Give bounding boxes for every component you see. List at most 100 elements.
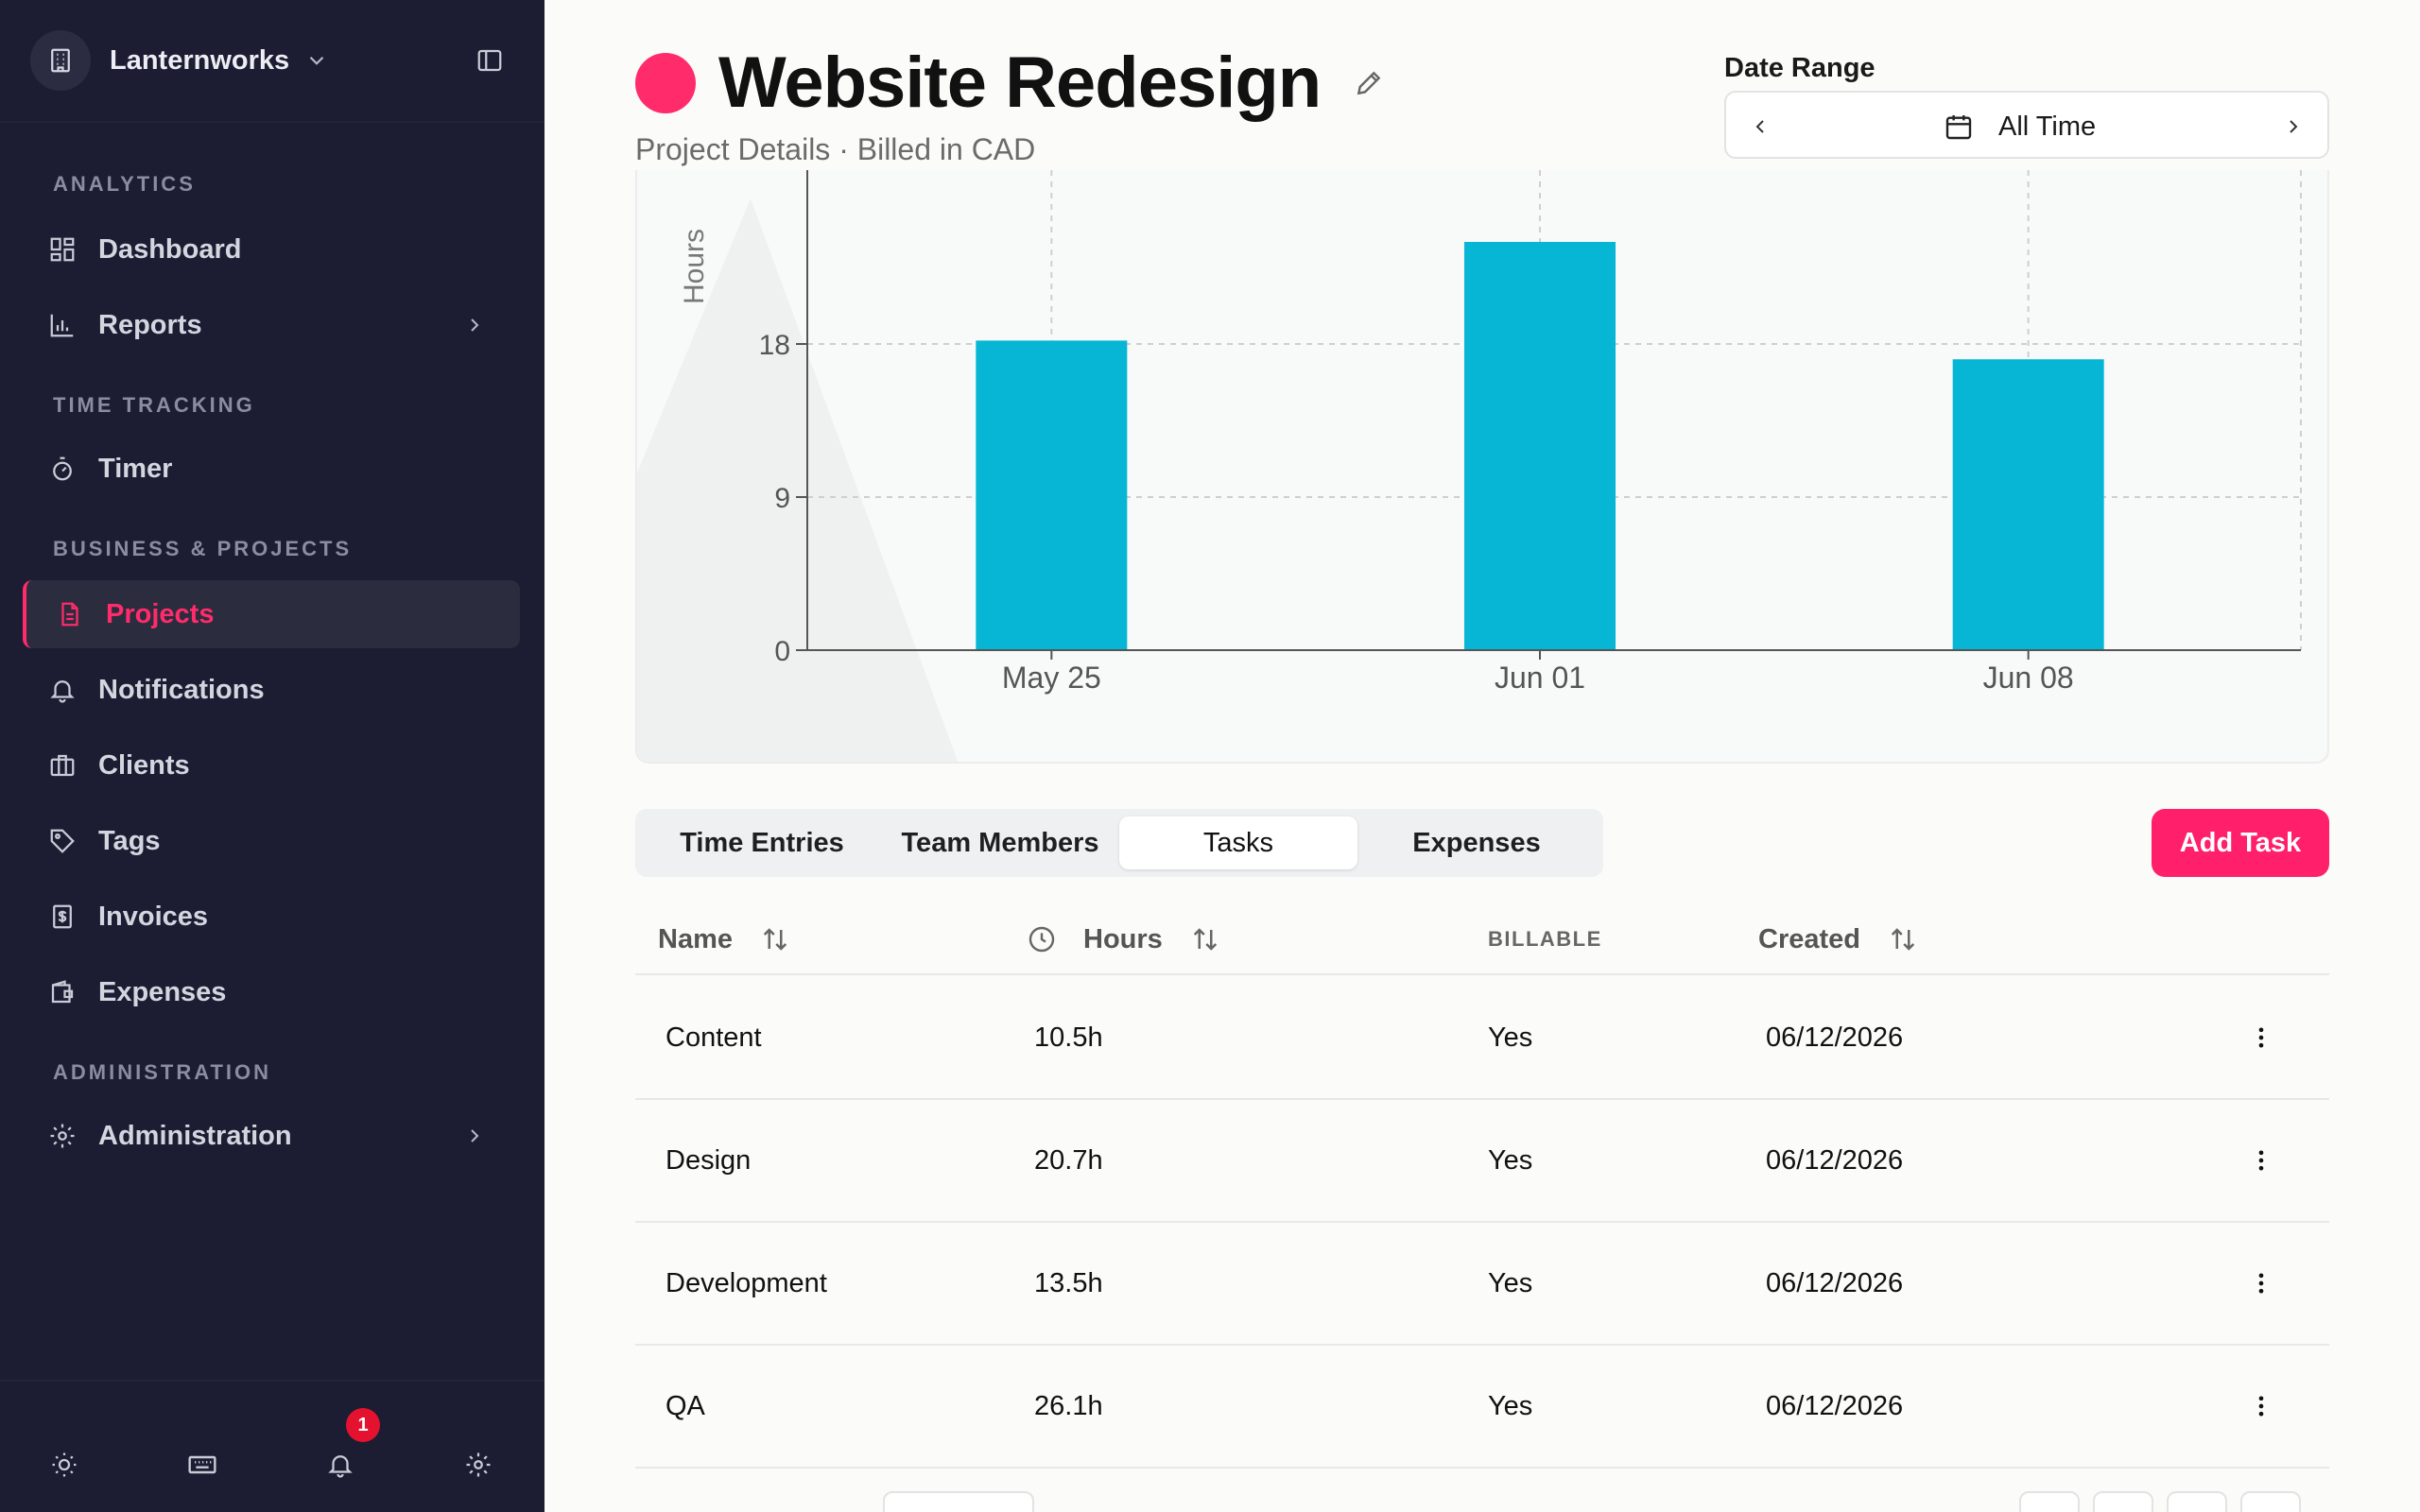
page-title: Website Redesign: [718, 43, 1322, 123]
table-row[interactable]: Development 13.5h Yes 06/12/2026: [635, 1223, 2329, 1346]
sidebar-item-label: Reports: [98, 309, 202, 340]
date-range-picker: All Time: [1724, 91, 2329, 159]
column-label: Name: [658, 923, 733, 954]
bar-jun-08[interactable]: [1952, 359, 2104, 650]
more-vertical-icon[interactable]: [2242, 1264, 2280, 1302]
sort-icon: [1889, 925, 1917, 954]
page-subtitle: Project Details · Billed in CAD: [635, 132, 1036, 166]
gear-icon: [45, 1119, 79, 1153]
task-name: Content: [666, 1022, 762, 1053]
x-tick-label: Jun 08: [1983, 661, 2074, 695]
sidebar-item-tags[interactable]: Tags: [23, 807, 520, 875]
pagination-prev-button[interactable]: [2093, 1491, 2153, 1512]
sidebar-item-label: Dashboard: [98, 233, 242, 265]
notification-badge: 1: [346, 1408, 380, 1442]
sidebar-item-label: Timer: [98, 453, 173, 484]
table-header: Name Hours BILLABLE Created: [635, 903, 2329, 975]
task-hours: 20.7h: [1034, 1144, 1103, 1176]
task-hours: 26.1h: [1034, 1390, 1103, 1421]
tab-team-members[interactable]: Team Members: [901, 827, 1099, 858]
sidebar-item-label: Expenses: [98, 976, 227, 1007]
task-created: 06/12/2026: [1766, 1022, 1904, 1053]
sidebar-item-label: Notifications: [98, 674, 265, 705]
page-size-select[interactable]: [883, 1491, 1034, 1512]
more-vertical-icon[interactable]: [2242, 1142, 2280, 1179]
column-header-billable: BILLABLE: [1488, 927, 1602, 951]
sidebar-toggle-icon[interactable]: [473, 43, 507, 77]
table-row[interactable]: QA 26.1h Yes 06/12/2026: [635, 1346, 2329, 1469]
sort-icon: [1191, 925, 1219, 954]
sidebar-item-label: Tags: [98, 825, 161, 856]
stopwatch-icon: [45, 452, 79, 486]
sun-icon[interactable]: [45, 1446, 83, 1484]
table-row[interactable]: Design 20.7h Yes 06/12/2026: [635, 1100, 2329, 1223]
task-hours: 13.5h: [1034, 1267, 1103, 1298]
gear-icon[interactable]: [459, 1446, 497, 1484]
task-created: 06/12/2026: [1766, 1390, 1904, 1421]
y-tick-label: 18: [759, 330, 790, 361]
sidebar-item-dashboard[interactable]: Dashboard: [23, 215, 520, 284]
table-row[interactable]: Content 10.5h Yes 06/12/2026: [635, 977, 2329, 1100]
sidebar-item-label: Administration: [98, 1120, 292, 1151]
chevron-left-icon[interactable]: [1741, 108, 1779, 146]
bar-chart-icon: [45, 308, 79, 342]
column-header-created[interactable]: Created: [1758, 903, 1917, 975]
clock-icon: [1027, 924, 1057, 954]
sidebar-item-administration[interactable]: Administration: [23, 1102, 520, 1170]
column-header-name[interactable]: Name: [658, 903, 789, 975]
project-tabs: Time Entries Team Members Tasks Expenses: [635, 809, 1603, 877]
workspace-switcher[interactable]: Lanternworks: [30, 26, 329, 94]
sidebar-item-label: Projects: [106, 598, 215, 629]
task-name: Design: [666, 1144, 752, 1176]
date-range-value: All Time: [1998, 111, 2097, 142]
y-tick-label: 0: [774, 636, 790, 667]
hours-chart-card: 0 9 18 May 25 Jun 01 Jun 08 Hours: [635, 170, 2329, 764]
x-tick-label: May 25: [1002, 661, 1101, 695]
date-range-value-button[interactable]: All Time: [1944, 106, 2096, 147]
chevron-right-icon: [458, 1119, 492, 1153]
task-billable: Yes: [1488, 1144, 1533, 1176]
sidebar-item-projects[interactable]: Projects: [23, 580, 520, 648]
hours-bar-chart: 0 9 18 May 25 Jun 01 Jun 08 Hours: [637, 170, 2302, 762]
more-vertical-icon[interactable]: [2242, 1019, 2280, 1057]
section-title-time-tracking: TIME TRACKING: [53, 393, 255, 417]
bar-may-25[interactable]: [976, 340, 1128, 650]
sidebar: Lanternworks ANALYTICS Dashboard Reports…: [0, 0, 544, 1512]
sidebar-divider: [0, 121, 544, 123]
add-task-button[interactable]: Add Task: [2152, 809, 2329, 877]
tab-time-entries[interactable]: Time Entries: [680, 827, 844, 858]
sidebar-item-expenses[interactable]: Expenses: [23, 958, 520, 1026]
bar-jun-01[interactable]: [1464, 242, 1616, 650]
pencil-icon[interactable]: [1350, 64, 1388, 102]
pagination-next-button[interactable]: [2167, 1491, 2227, 1512]
section-title-administration: ADMINISTRATION: [53, 1060, 272, 1084]
task-created: 06/12/2026: [1766, 1144, 1904, 1176]
task-name: QA: [666, 1390, 705, 1421]
sidebar-item-timer[interactable]: Timer: [23, 435, 520, 503]
task-billable: Yes: [1488, 1390, 1533, 1421]
y-tick-label: 9: [774, 483, 790, 514]
chart-background-shape: [637, 198, 959, 762]
task-name: Development: [666, 1267, 827, 1298]
project-color-dot: [635, 53, 696, 113]
more-vertical-icon[interactable]: [2242, 1387, 2280, 1425]
sidebar-item-clients[interactable]: Clients: [23, 731, 520, 799]
pagination-first-button[interactable]: [2019, 1491, 2080, 1512]
bell-icon[interactable]: [321, 1446, 359, 1484]
sidebar-item-notifications[interactable]: Notifications: [23, 656, 520, 724]
sidebar-item-label: Clients: [98, 749, 190, 781]
chevron-right-icon[interactable]: [2274, 108, 2312, 146]
sidebar-item-reports[interactable]: Reports: [23, 291, 520, 359]
date-range-label: Date Range: [1724, 53, 1876, 83]
pagination-last-button[interactable]: [2240, 1491, 2301, 1512]
column-header-hours[interactable]: Hours: [1027, 903, 1219, 975]
keyboard-icon[interactable]: [183, 1446, 221, 1484]
section-title-business-projects: BUSINESS & PROJECTS: [53, 537, 353, 560]
tab-tasks[interactable]: Tasks: [1119, 816, 1357, 869]
section-title-analytics: ANALYTICS: [53, 172, 196, 196]
sidebar-item-invoices[interactable]: Invoices: [23, 883, 520, 951]
dashboard-icon: [45, 232, 79, 266]
tab-expenses[interactable]: Expenses: [1412, 827, 1541, 858]
invoice-icon: [45, 900, 79, 934]
document-icon: [53, 597, 87, 631]
